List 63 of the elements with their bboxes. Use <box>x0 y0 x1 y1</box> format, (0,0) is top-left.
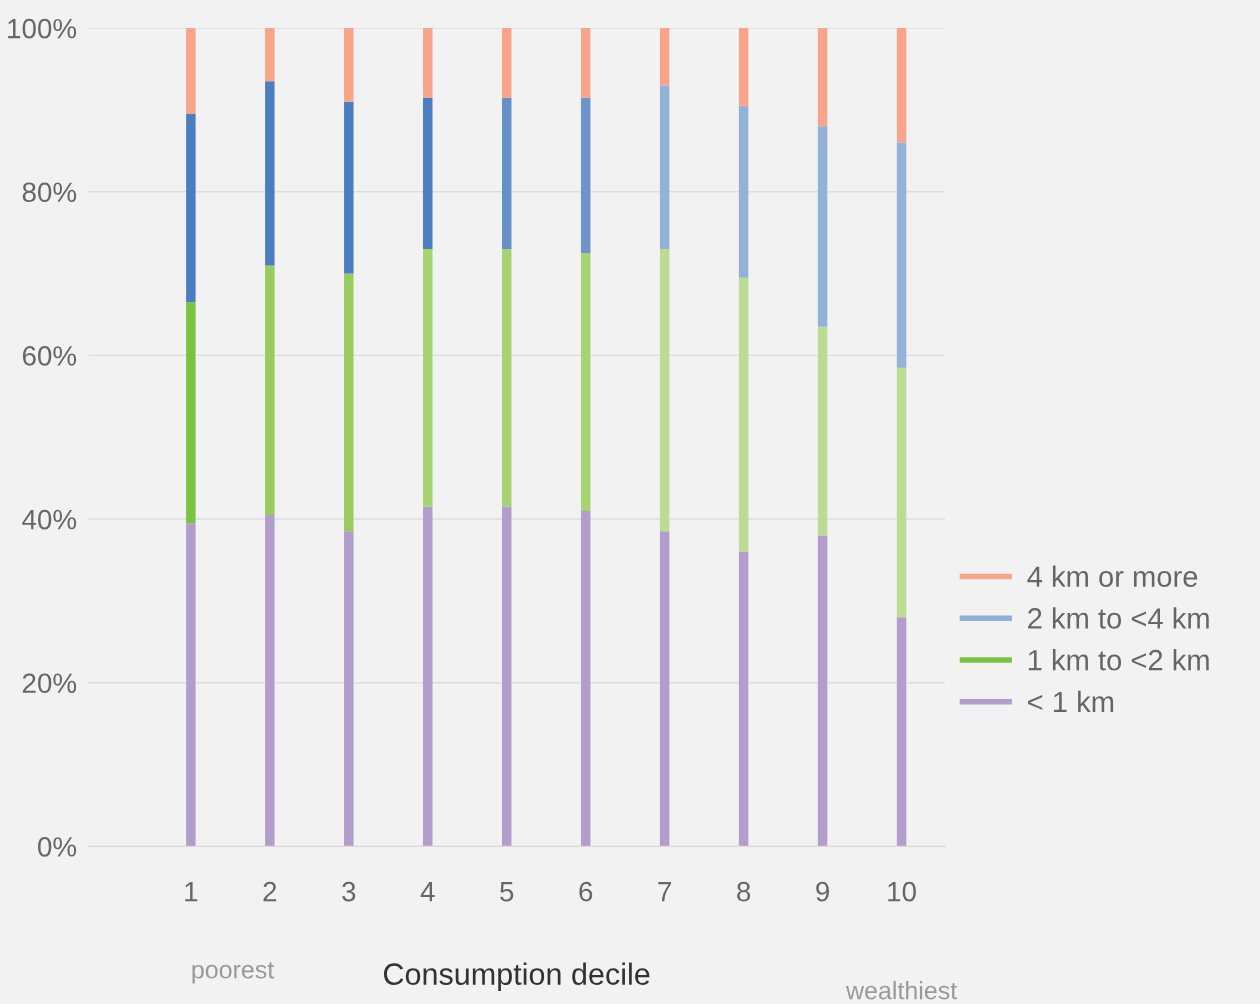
x-axis-title: Consumption decile <box>383 962 650 992</box>
bar <box>580 253 591 511</box>
bar <box>423 97 433 250</box>
bar <box>344 531 354 847</box>
bar <box>738 28 749 106</box>
x-tick-label: 10 <box>888 881 916 902</box>
x-tick-label: 9 <box>816 881 830 902</box>
y-tick-label: 60% <box>22 346 77 366</box>
bar <box>817 326 828 536</box>
y-tick-label: 80% <box>22 182 77 203</box>
x-tick-label: 7 <box>658 882 671 902</box>
legend-label: < 1 km <box>1028 690 1114 713</box>
bar <box>659 531 670 847</box>
legend-label: 1 km to <2 km <box>1028 649 1209 671</box>
x-tick-label: 4 <box>420 882 435 902</box>
bar <box>896 367 907 618</box>
bar <box>186 28 196 115</box>
bar <box>501 506 512 847</box>
text: poorest <box>192 962 275 984</box>
bar <box>738 277 749 552</box>
y-tick-label: 100% <box>8 18 77 39</box>
bar <box>265 81 275 266</box>
bar <box>817 28 828 127</box>
bar <box>738 105 749 278</box>
bar <box>344 273 354 532</box>
bar <box>423 249 433 507</box>
bar <box>265 265 275 515</box>
bar <box>186 302 196 524</box>
bar <box>344 28 354 102</box>
bar <box>501 97 512 250</box>
x-tick-label: 3 <box>342 881 356 902</box>
bar <box>896 142 907 368</box>
y-tick-label: 20% <box>22 673 77 694</box>
x-tick-label: 8 <box>737 881 751 902</box>
bar <box>580 28 591 98</box>
text: wealthiest <box>845 981 957 1000</box>
bar <box>659 85 670 250</box>
bar <box>423 28 433 98</box>
x-tick-label: 2 <box>263 881 277 902</box>
bar <box>659 28 670 86</box>
bar <box>265 514 275 847</box>
bar <box>659 249 670 532</box>
legend-label: 4 km or more <box>1027 565 1198 587</box>
x-tick-label: 1 <box>185 882 198 902</box>
y-tick-label: 0% <box>38 837 77 857</box>
legend-label: 2 km to <4 km <box>1028 607 1209 629</box>
bar <box>896 28 907 143</box>
bar <box>501 249 512 507</box>
bar <box>423 506 433 847</box>
bar <box>817 126 828 327</box>
bar <box>817 535 828 847</box>
x-tick-label: 5 <box>500 882 514 902</box>
bar <box>580 97 591 254</box>
bar <box>501 28 512 98</box>
bar <box>580 510 591 847</box>
bar <box>186 114 196 303</box>
x-tick-label: 6 <box>579 881 593 902</box>
y-tick-label: 40% <box>22 509 77 530</box>
bar <box>344 101 354 274</box>
bar <box>186 523 196 847</box>
bar <box>738 551 749 847</box>
bar <box>265 28 275 82</box>
bar <box>896 617 907 847</box>
